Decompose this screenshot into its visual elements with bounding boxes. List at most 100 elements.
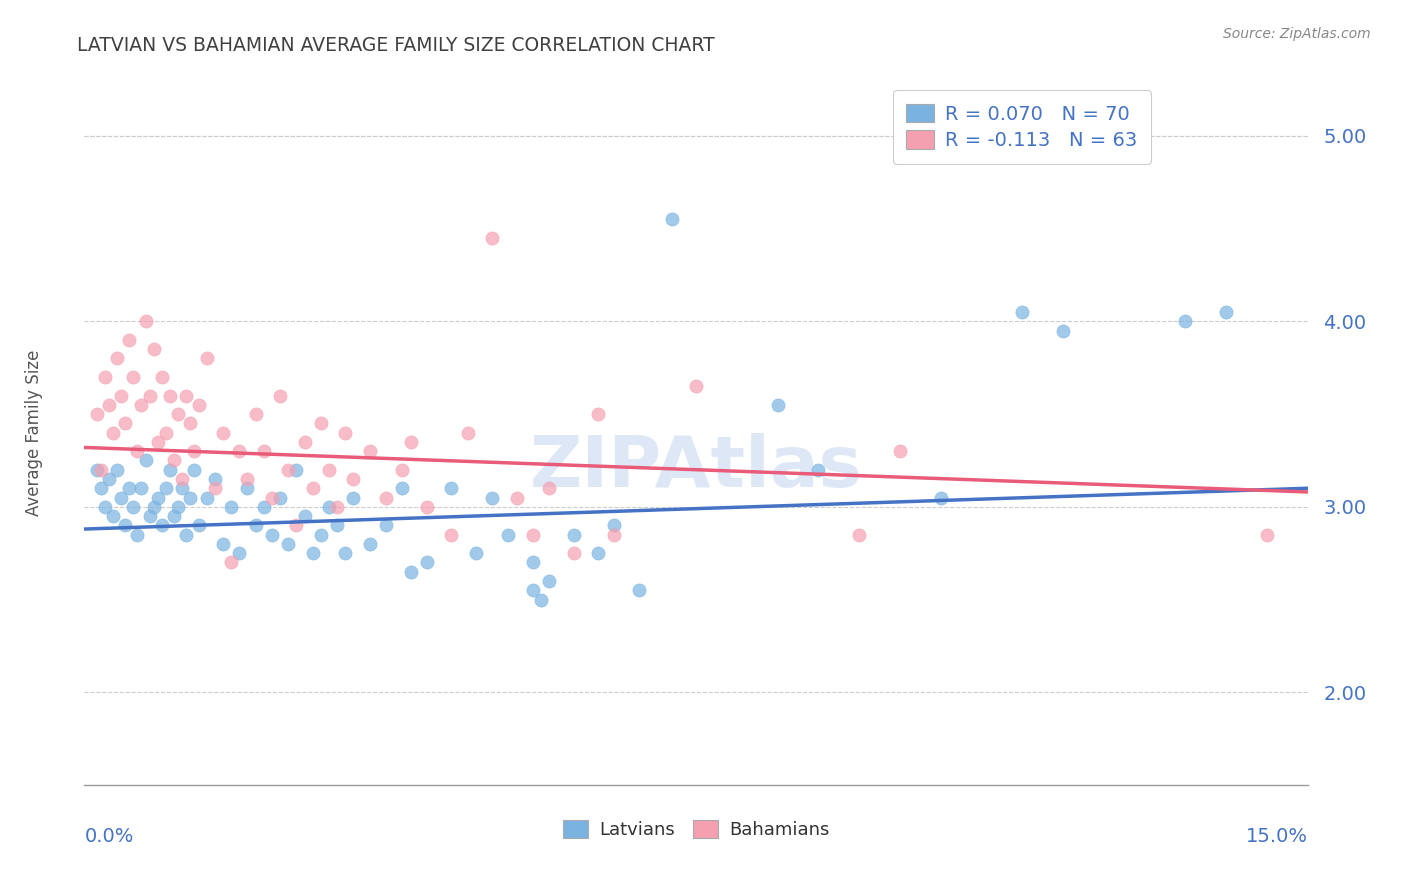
Point xyxy=(277,537,299,551)
Point xyxy=(294,434,316,449)
Point xyxy=(391,481,413,495)
Point xyxy=(309,417,332,431)
Point xyxy=(260,491,283,505)
Point xyxy=(195,351,218,366)
Point xyxy=(150,370,173,384)
Point xyxy=(481,491,503,505)
Legend: Latvians, Bahamians: Latvians, Bahamians xyxy=(555,814,837,847)
Point xyxy=(122,370,145,384)
Point xyxy=(93,370,115,384)
Point xyxy=(93,500,115,514)
Point xyxy=(146,491,169,505)
Point xyxy=(929,491,952,505)
Point xyxy=(236,481,259,495)
Point xyxy=(187,518,209,533)
Point xyxy=(530,592,553,607)
Point xyxy=(603,527,626,541)
Point xyxy=(586,407,609,421)
Point xyxy=(131,481,153,495)
Point xyxy=(167,500,190,514)
Point xyxy=(212,425,235,440)
Point xyxy=(375,491,398,505)
Point xyxy=(195,491,218,505)
Point xyxy=(146,434,169,449)
Point xyxy=(138,509,160,524)
Point xyxy=(163,453,186,467)
Point xyxy=(538,574,561,588)
Point xyxy=(174,388,197,402)
Point xyxy=(562,527,585,541)
Point xyxy=(159,388,181,402)
Text: Source: ZipAtlas.com: Source: ZipAtlas.com xyxy=(1223,27,1371,41)
Point xyxy=(155,481,177,495)
Point xyxy=(142,342,165,356)
Point xyxy=(309,527,332,541)
Point xyxy=(505,491,527,505)
Point xyxy=(97,472,120,486)
Point xyxy=(277,463,299,477)
Point xyxy=(204,481,226,495)
Point xyxy=(285,518,308,533)
Point xyxy=(318,500,340,514)
Point xyxy=(236,472,259,486)
Point xyxy=(219,556,242,570)
Point xyxy=(228,546,250,560)
Point xyxy=(440,527,463,541)
Point xyxy=(260,527,283,541)
Point xyxy=(90,463,112,477)
Point xyxy=(204,472,226,486)
Point xyxy=(766,398,789,412)
Point xyxy=(1011,305,1033,319)
Point xyxy=(301,481,323,495)
Point xyxy=(187,398,209,412)
Point xyxy=(105,463,128,477)
Point xyxy=(1256,527,1278,541)
Point xyxy=(1215,305,1237,319)
Text: ZIPAtlas: ZIPAtlas xyxy=(530,434,862,502)
Point xyxy=(174,527,197,541)
Point xyxy=(118,481,141,495)
Point xyxy=(342,491,364,505)
Point xyxy=(318,463,340,477)
Text: 0.0%: 0.0% xyxy=(84,827,134,847)
Point xyxy=(522,527,544,541)
Point xyxy=(135,314,157,328)
Point xyxy=(586,546,609,560)
Point xyxy=(135,453,157,467)
Point xyxy=(138,388,160,402)
Point xyxy=(150,518,173,533)
Point xyxy=(603,518,626,533)
Point xyxy=(522,556,544,570)
Point xyxy=(183,444,205,458)
Point xyxy=(301,546,323,560)
Point xyxy=(685,379,707,393)
Point xyxy=(391,463,413,477)
Point xyxy=(661,212,683,227)
Point xyxy=(179,417,201,431)
Point xyxy=(375,518,398,533)
Point xyxy=(326,500,349,514)
Point xyxy=(498,527,520,541)
Point xyxy=(285,463,308,477)
Point xyxy=(416,500,439,514)
Point xyxy=(105,351,128,366)
Point xyxy=(416,556,439,570)
Point xyxy=(359,444,381,458)
Point xyxy=(889,444,911,458)
Point xyxy=(481,231,503,245)
Point xyxy=(167,407,190,421)
Point xyxy=(1174,314,1197,328)
Point xyxy=(245,407,267,421)
Point xyxy=(163,509,186,524)
Point xyxy=(326,518,349,533)
Text: LATVIAN VS BAHAMIAN AVERAGE FAMILY SIZE CORRELATION CHART: LATVIAN VS BAHAMIAN AVERAGE FAMILY SIZE … xyxy=(77,36,716,54)
Point xyxy=(172,481,194,495)
Point xyxy=(86,463,108,477)
Point xyxy=(183,463,205,477)
Point xyxy=(627,583,650,598)
Point xyxy=(294,509,316,524)
Point xyxy=(127,527,149,541)
Point xyxy=(399,434,422,449)
Point xyxy=(335,546,357,560)
Point xyxy=(97,398,120,412)
